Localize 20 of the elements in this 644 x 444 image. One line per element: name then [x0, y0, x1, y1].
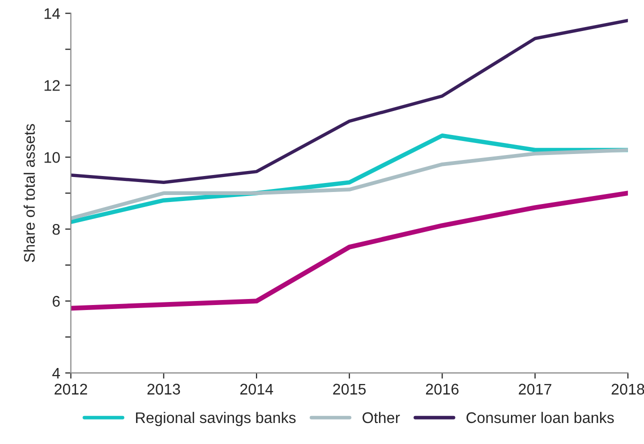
line-series: [70, 190, 628, 311]
legend-label: Consumer loan banks: [466, 412, 614, 424]
x-tick-label: 2017: [518, 384, 552, 395]
y-tick-label: 4: [52, 368, 60, 378]
x-tick-label: 2014: [240, 384, 274, 395]
x-tick-label: 2012: [54, 384, 88, 395]
y-tick-label: 10: [44, 152, 60, 163]
x-tick-label: 2013: [147, 384, 180, 395]
line-series: [70, 148, 628, 220]
legend-label: Regional savings banks: [136, 412, 296, 426]
line-series: [70, 18, 628, 184]
y-axis-title: Share of total assets: [24, 124, 35, 262]
y-tick-label: 14: [44, 8, 60, 19]
x-tick-label: 2018: [612, 384, 644, 395]
x-tick-label: 2015: [333, 384, 366, 395]
y-tick-label: 6: [52, 296, 60, 307]
x-tick-label: 2016: [426, 384, 459, 395]
legend-label: Other: [362, 412, 400, 424]
y-tick-label: 12: [44, 80, 60, 91]
y-tick-label: 8: [52, 224, 60, 235]
